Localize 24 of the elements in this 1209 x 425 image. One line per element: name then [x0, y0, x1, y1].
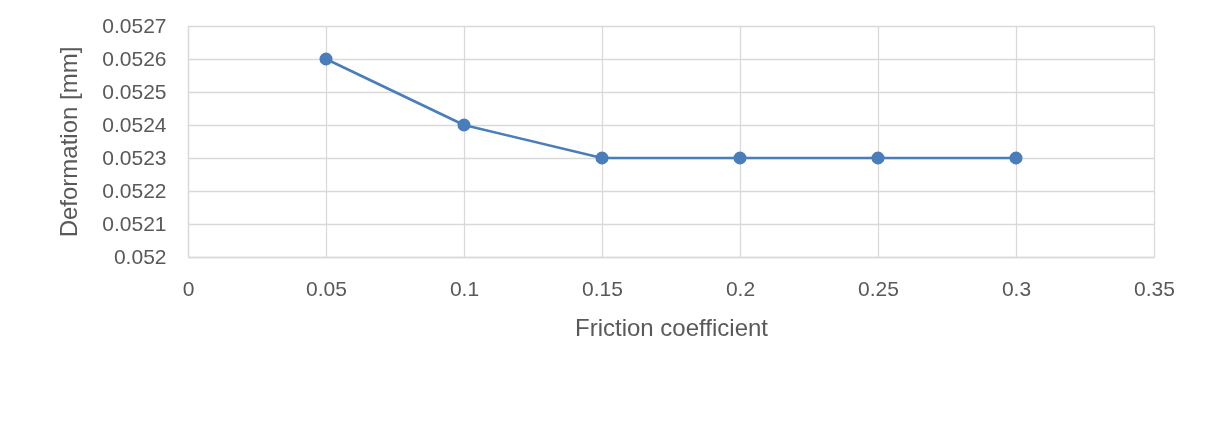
- y-tick-label: 0.0521: [102, 211, 167, 235]
- point: [1009, 151, 1023, 165]
- point: [733, 151, 747, 165]
- point: [595, 151, 609, 165]
- x-tick-label: 0.15: [582, 276, 623, 300]
- x-tick-label: 0.3: [1001, 276, 1032, 300]
- x-tick-label: 0.25: [858, 276, 899, 300]
- x-tick-label: 0.1: [449, 276, 480, 300]
- x-tick-label: 0: [182, 276, 195, 300]
- y-tick-label: 0.0525: [102, 79, 167, 103]
- x-tick-label: 0.35: [1134, 276, 1175, 300]
- y-tick-label: 0.052: [113, 244, 167, 268]
- x-tick-label: 0.2: [725, 276, 756, 300]
- y-axis-title: Deformation [mm]: [55, 46, 83, 238]
- point: [319, 52, 333, 66]
- x-axis-title: Friction coefficient: [575, 313, 769, 341]
- y-tick-label: 0.0523: [102, 145, 167, 169]
- y-tick-label: 0.0526: [102, 46, 167, 70]
- point: [457, 118, 471, 132]
- y-tick-label: 0.0527: [102, 13, 167, 37]
- x-tick-label: 0.05: [306, 276, 347, 300]
- y-tick-label: 0.0522: [102, 178, 167, 202]
- y-tick-label: 0.0524: [102, 112, 167, 136]
- point: [871, 151, 885, 165]
